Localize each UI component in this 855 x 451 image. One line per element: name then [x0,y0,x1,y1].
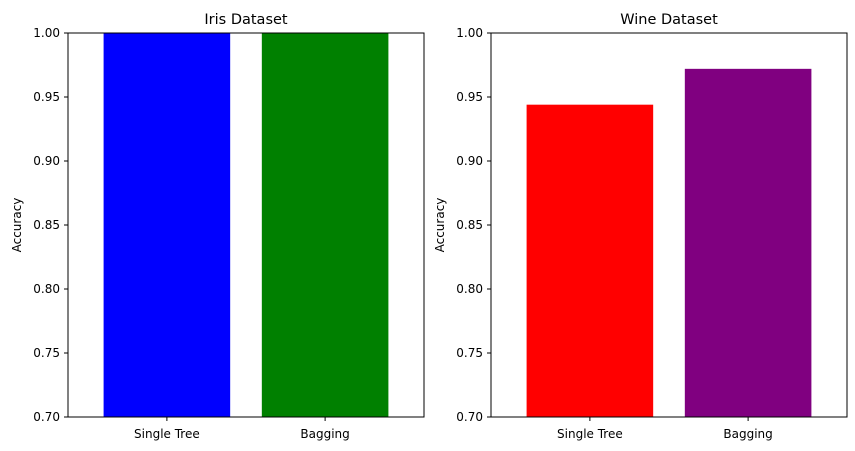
iris-xtick-label: Bagging [300,427,349,441]
iris-ytick-label: 0.80 [33,282,60,296]
iris-ytick-label: 1.00 [33,26,60,40]
wine-ytick-label: 0.70 [456,410,483,424]
iris-chart-title: Iris Dataset [204,12,288,28]
wine-ytick-label: 0.75 [456,346,483,360]
wine-bar-single-tree [526,104,654,418]
iris-bar-single-tree [103,33,231,417]
wine-ytick-label: 0.85 [456,218,483,232]
wine-ytick-label: 1.00 [456,26,483,40]
wine-chart-title: Wine Dataset [620,12,718,28]
iris-ytick-label: 0.85 [33,218,60,232]
iris-ytick-label: 0.90 [33,154,60,168]
wine-ytick-label: 0.90 [456,154,483,168]
wine-y-axis-label: Accuracy [433,198,447,253]
wine-xtick-label: Single Tree [557,427,623,441]
iris-ytick-label: 0.70 [33,410,60,424]
iris-xtick-label: Single Tree [134,427,200,441]
iris-bar-bagging [261,33,389,417]
iris-y-axis-label: Accuracy [10,198,24,253]
wine-chart-panel: 0.70 0.75 0.80 0.85 0.90 0.95 1.00 Single Tree B… [433,12,848,441]
iris-ytick-label: 0.75 [33,346,60,360]
iris-ytick-label: 0.95 [33,90,60,104]
wine-xtick-label: Bagging [723,427,772,441]
wine-ytick-label: 0.95 [456,90,483,104]
wine-ytick-label: 0.80 [456,282,483,296]
wine-bar-bagging [684,68,812,417]
iris-chart-panel: 0.70 0.75 0.80 0.85 0.90 0.95 1.00 Single Tree B… [10,12,425,441]
